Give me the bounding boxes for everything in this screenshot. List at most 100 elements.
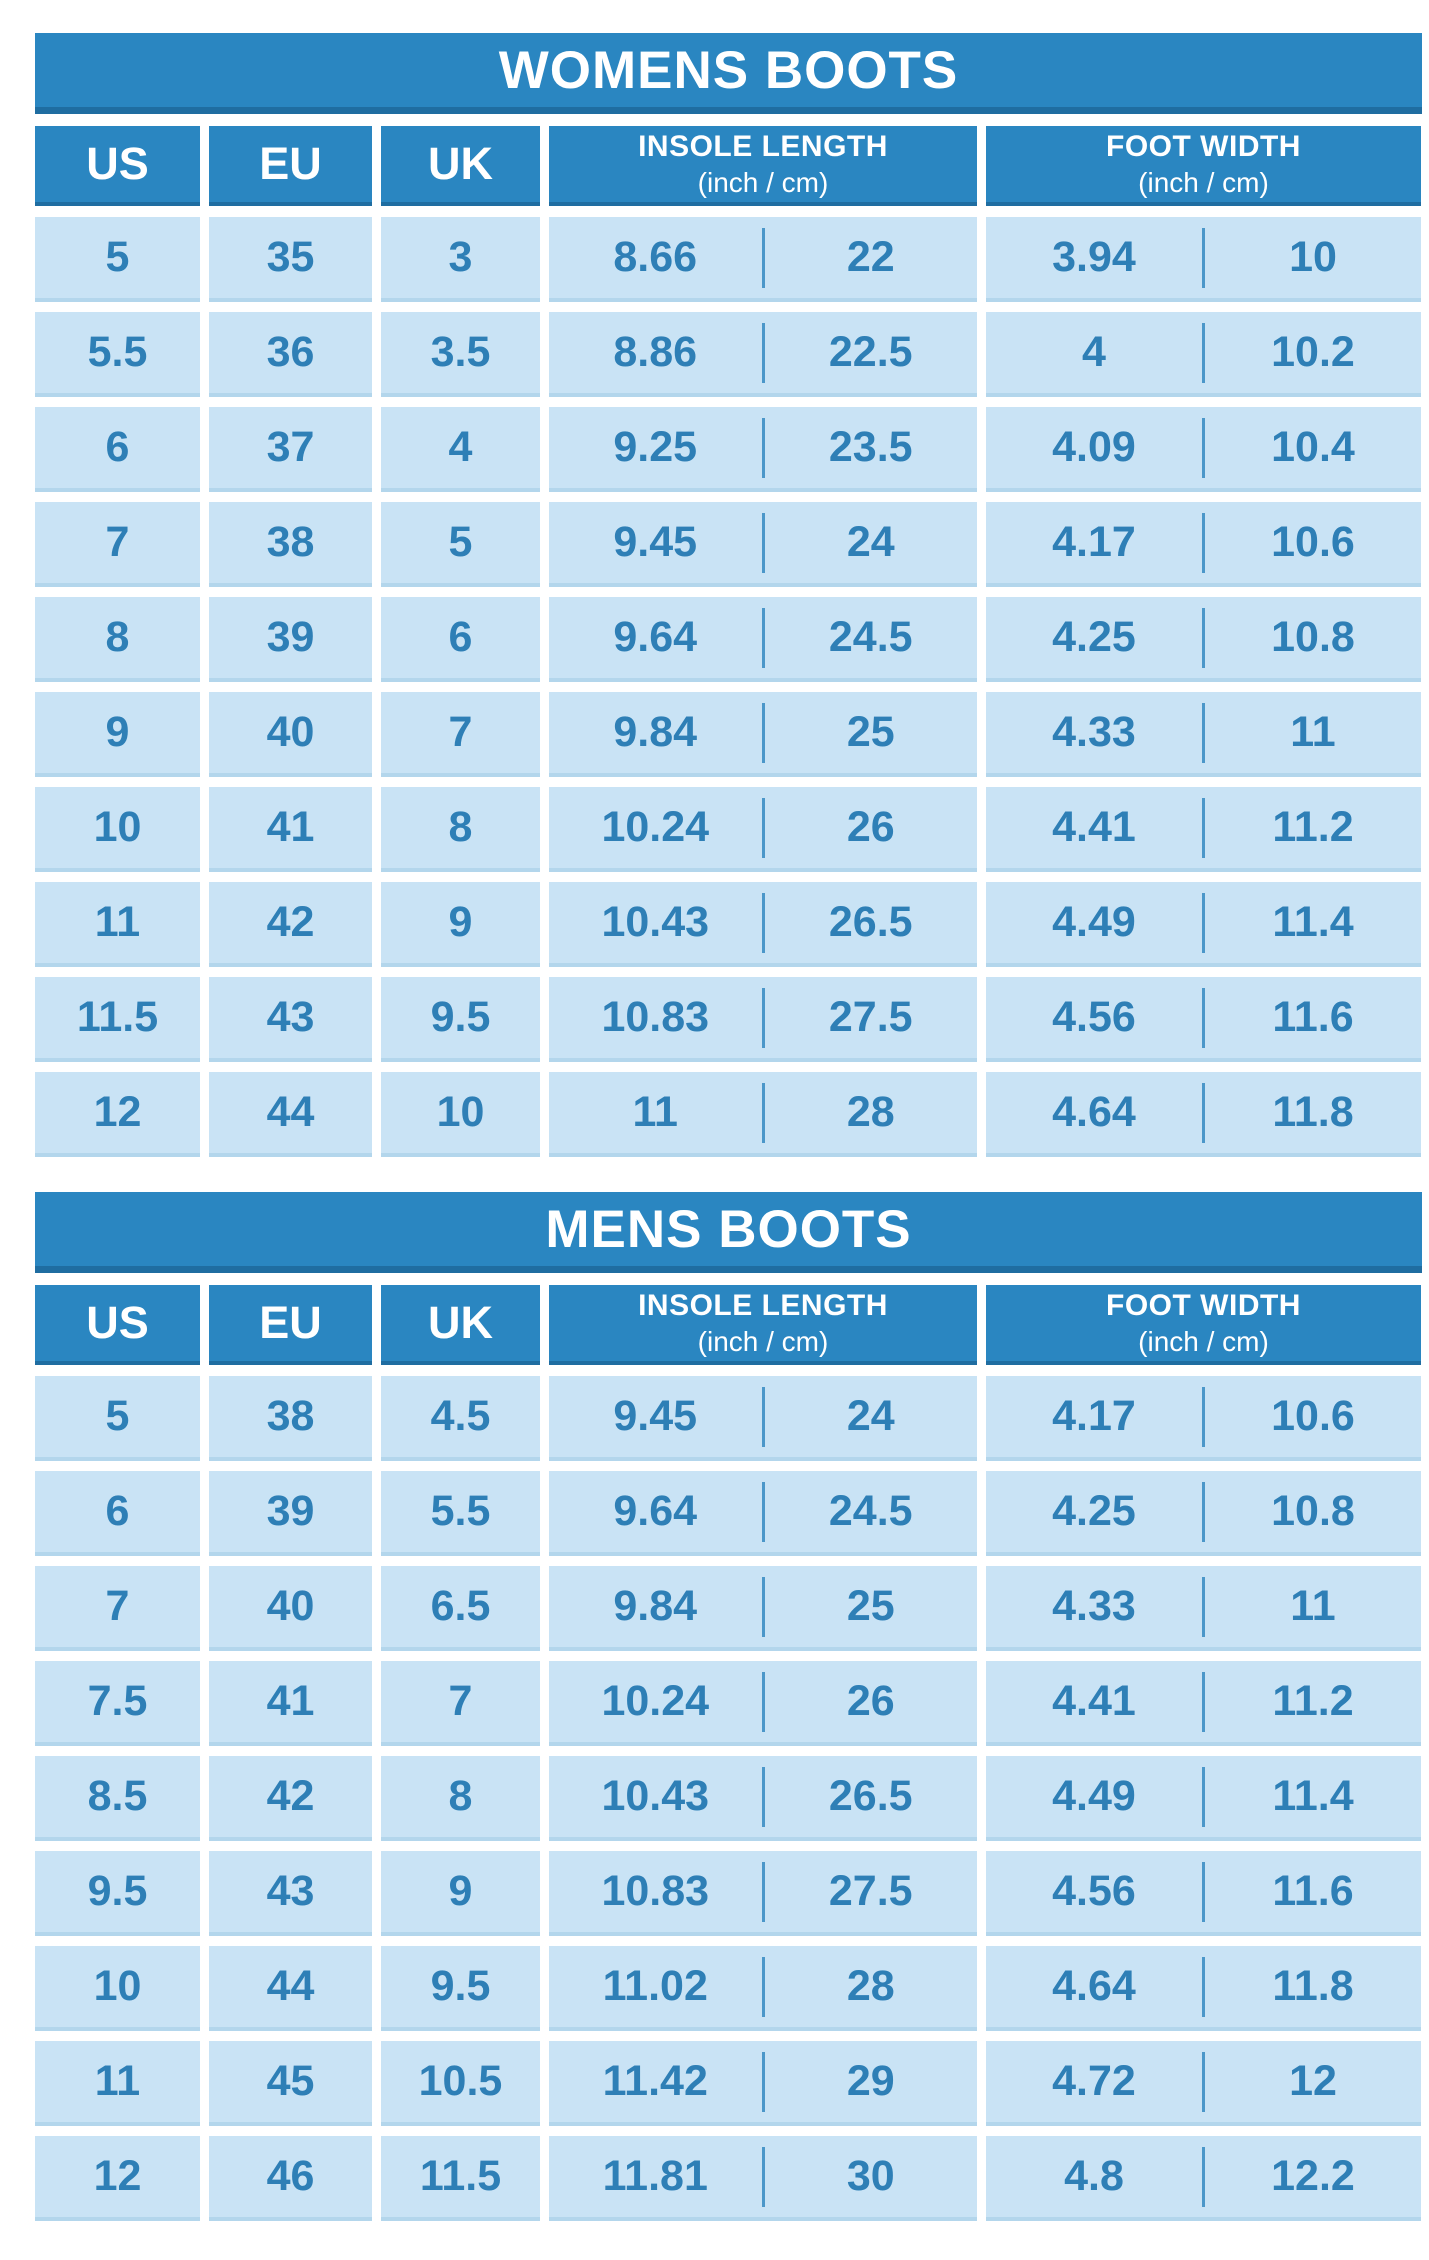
header-cell-uk: UK [381, 126, 540, 206]
header-cell-eu: EU [209, 1285, 372, 1365]
eu-size-value: 41 [209, 787, 372, 872]
womens-table: WOMENS BOOTS US EU UK INSOLE LENGTH (inc… [35, 33, 1422, 1157]
insole-inch-value: 10.83 [601, 993, 710, 1041]
foot-width-inch-value: 4.41 [1052, 1677, 1136, 1725]
womens-header-row: US EU UK INSOLE LENGTH (inch / cm) FOOT … [35, 126, 1422, 206]
us-size-value: 8.5 [35, 1756, 200, 1841]
divider-line [761, 1766, 765, 1827]
table-row: 5 35 3 8.66 22 3.94 10 [35, 217, 1422, 302]
insole-cm-value: 27.5 [828, 993, 913, 1041]
divider-line [761, 702, 765, 763]
foot-width-cm-value: 10 [1289, 233, 1337, 281]
insole-inch-value: 10.24 [601, 1677, 710, 1725]
mens-table-title: MENS BOOTS [35, 1192, 1422, 1273]
insole-inch-value: 11.81 [602, 2152, 708, 2200]
foot-width-cell: 4.33 11 [986, 692, 1421, 777]
foot-width-cm-value: 11.4 [1272, 898, 1354, 946]
uk-size-value: 10 [381, 1072, 540, 1157]
header-cell-us: US [35, 126, 200, 206]
insole-cm-value: 26.5 [828, 898, 913, 946]
foot-width-cell: 4.8 12.2 [986, 2136, 1421, 2221]
us-size-value: 10 [35, 1946, 200, 2031]
insole-cm-value: 28 [846, 1088, 895, 1136]
divider-line [1202, 1956, 1205, 2017]
insole-length-cell: 10.43 26.5 [549, 1756, 977, 1841]
foot-width-label: FOOT WIDTH [1106, 1288, 1301, 1322]
eu-size-value: 42 [209, 1756, 372, 1841]
foot-width-cell: 4.64 11.8 [986, 1072, 1421, 1157]
header-cell-us: US [35, 1285, 200, 1365]
divider-line [1202, 417, 1205, 478]
foot-width-cm-value: 10.6 [1271, 1392, 1355, 1440]
insole-cm-value: 25 [846, 1582, 895, 1630]
divider-line [761, 987, 765, 1048]
us-size-value: 11 [35, 2041, 200, 2126]
us-size-value: 8 [35, 597, 200, 682]
foot-width-cm-value: 10.4 [1271, 423, 1355, 471]
table-row: 12 46 11.5 11.81 30 4.8 12.2 [35, 2136, 1422, 2221]
insole-cm-value: 30 [846, 2152, 895, 2200]
foot-width-cm-value: 11.4 [1272, 1772, 1354, 1820]
divider-line [1202, 322, 1205, 383]
insole-cm-value: 26.5 [828, 1772, 913, 1820]
mens-header-row: US EU UK INSOLE LENGTH (inch / cm) FOOT … [35, 1285, 1422, 1365]
foot-width-inch-value: 4.64 [1052, 1962, 1136, 2010]
divider-line [761, 1481, 765, 1542]
divider-line [1202, 702, 1205, 763]
insole-cm-value: 28 [846, 1962, 895, 2010]
foot-width-cm-value: 11.8 [1272, 1962, 1354, 2010]
insole-inch-value: 9.45 [613, 518, 698, 566]
insole-length-cell: 9.45 24 [549, 1376, 977, 1461]
uk-size-value: 4.5 [381, 1376, 540, 1461]
header-cell-insole-length: INSOLE LENGTH (inch / cm) [549, 1285, 977, 1365]
foot-width-inch-value: 4.33 [1052, 708, 1136, 756]
eu-size-value: 35 [209, 217, 372, 302]
us-size-value: 6 [35, 407, 200, 492]
divider-line [761, 1386, 765, 1447]
uk-size-value: 7 [381, 1661, 540, 1746]
us-size-value: 12 [35, 1072, 200, 1157]
foot-width-inch-value: 4.25 [1052, 613, 1136, 661]
insole-length-cell: 9.64 24.5 [549, 1471, 977, 1556]
divider-line [1202, 607, 1205, 668]
divider-line [761, 1861, 765, 1922]
foot-width-cm-value: 11 [1290, 708, 1336, 756]
insole-length-cell: 9.64 24.5 [549, 597, 977, 682]
table-row: 12 44 10 11 28 4.64 11.8 [35, 1072, 1422, 1157]
uk-size-value: 7 [381, 692, 540, 777]
us-size-value: 7 [35, 1566, 200, 1651]
divider-line [761, 322, 765, 383]
divider-line [761, 512, 765, 573]
mens-table-body: 5 38 4.5 9.45 24 4.17 10.6 6 39 5.5 9.64… [35, 1376, 1422, 2221]
foot-width-inch-value: 4.33 [1052, 1582, 1136, 1630]
header-cell-insole-length: INSOLE LENGTH (inch / cm) [549, 126, 977, 206]
foot-width-inch-value: 4.09 [1052, 423, 1136, 471]
foot-width-cm-value: 11.2 [1272, 1677, 1354, 1725]
eu-size-value: 37 [209, 407, 372, 492]
divider-line [761, 2146, 765, 2207]
eu-size-value: 42 [209, 882, 372, 967]
header-cell-uk: UK [381, 1285, 540, 1365]
eu-size-value: 39 [209, 1471, 372, 1556]
eu-size-value: 46 [209, 2136, 372, 2221]
insole-length-units: (inch / cm) [697, 1325, 829, 1357]
foot-width-inch-value: 4.56 [1052, 1867, 1136, 1915]
womens-table-title: WOMENS BOOTS [35, 33, 1422, 114]
insole-cm-value: 22 [846, 233, 895, 281]
insole-cm-value: 22.5 [828, 328, 913, 376]
foot-width-cm-value: 11.6 [1272, 993, 1354, 1041]
us-size-value: 6 [35, 1471, 200, 1556]
insole-inch-value: 10.43 [601, 898, 710, 946]
divider-line [761, 1671, 765, 1732]
header-cell-foot-width: FOOT WIDTH (inch / cm) [986, 126, 1421, 206]
foot-width-cell: 4 10.2 [986, 312, 1421, 397]
uk-size-value: 9.5 [381, 1946, 540, 2031]
us-size-value: 9.5 [35, 1851, 200, 1936]
header-cell-eu: EU [209, 126, 372, 206]
table-row: 6 37 4 9.25 23.5 4.09 10.4 [35, 407, 1422, 492]
foot-width-cell: 4.25 10.8 [986, 597, 1421, 682]
table-row: 11.5 43 9.5 10.83 27.5 4.56 11.6 [35, 977, 1422, 1062]
foot-width-cm-value: 12 [1289, 2057, 1337, 2105]
foot-width-cm-value: 11.2 [1272, 803, 1354, 851]
divider-line [761, 797, 765, 858]
